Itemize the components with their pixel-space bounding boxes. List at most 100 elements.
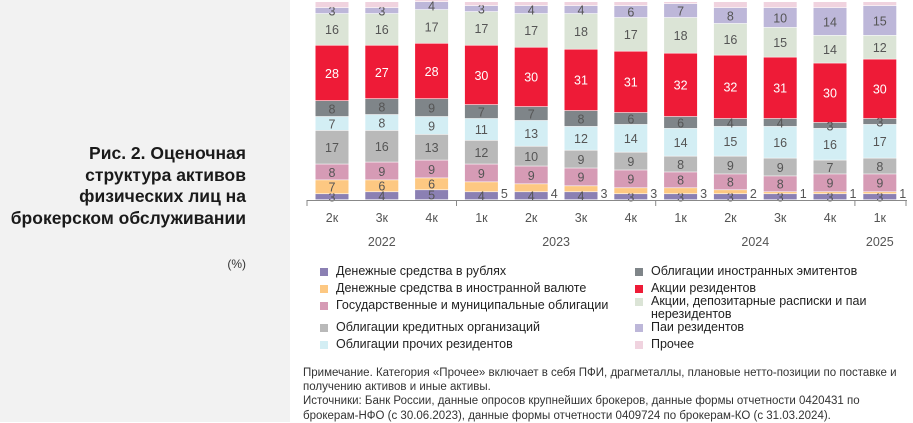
legend-swatch [635, 341, 643, 349]
bar-segment [464, 11, 498, 45]
data-label: 16 [723, 33, 737, 47]
data-label: 12 [574, 132, 588, 146]
data-label: 30 [524, 71, 538, 85]
bar-segment [614, 170, 648, 188]
bar-segment [863, 5, 897, 36]
data-label: 7 [329, 117, 336, 131]
bar-segment [614, 188, 648, 194]
bar-segment [415, 2, 449, 10]
bar-segment [464, 5, 498, 12]
figure-title: Рис. 2. Оценочная структура активов физи… [10, 143, 246, 228]
bar-segment [514, 106, 548, 121]
legend-swatch [320, 324, 328, 332]
bar-segment [614, 2, 648, 6]
bar-segment [813, 7, 847, 36]
data-label: 3 [777, 191, 784, 205]
data-label: 30 [873, 83, 887, 97]
year-label: 2022 [368, 235, 396, 249]
bar-segment [564, 13, 598, 49]
bar-segment [315, 13, 349, 45]
data-label: 28 [325, 67, 339, 81]
bar-segment [365, 192, 399, 200]
legend-swatch [635, 324, 643, 332]
bar-segment [415, 43, 449, 99]
data-label: 6 [428, 178, 435, 192]
data-label: 30 [823, 87, 837, 101]
x-tick-label: 4к [824, 211, 837, 225]
legend-item: Денежные средства в рублях [320, 265, 506, 278]
bar-segment [763, 7, 797, 28]
data-label: 3 [727, 191, 734, 205]
data-label: 3 [827, 119, 834, 133]
bar-segment [664, 156, 698, 172]
bar-segment [813, 128, 847, 160]
data-label: 32 [674, 79, 688, 93]
legend-item: Облигации иностранных эмитентов [635, 265, 875, 278]
data-label: 16 [823, 138, 837, 152]
data-label: 17 [425, 20, 439, 34]
bar-segment [763, 194, 797, 200]
data-label: 7 [528, 107, 535, 121]
data-label: 3 [601, 187, 608, 201]
bar-segment [813, 2, 847, 8]
data-label: 31 [624, 76, 638, 90]
legend-swatch [635, 298, 643, 306]
bar-segment [564, 5, 598, 14]
legend-label: Прочее [651, 337, 695, 351]
bar-segment [315, 164, 349, 180]
data-label: 14 [624, 132, 638, 146]
bar-segment [763, 57, 797, 119]
data-label: 8 [677, 174, 684, 188]
x-tick-label: 1к [475, 211, 488, 225]
data-label: 8 [378, 116, 385, 130]
bar-segment [315, 116, 349, 131]
bar-segment [464, 45, 498, 105]
data-label: 4 [777, 116, 784, 130]
bar-segment [713, 55, 747, 119]
data-label: 6 [627, 112, 634, 126]
title-panel: Рис. 2. Оценочная структура активов физи… [0, 0, 290, 422]
bar-segment [614, 152, 648, 170]
data-label: 15 [723, 135, 737, 149]
bar-segment [514, 5, 548, 14]
bar-segment [713, 7, 747, 24]
data-label: 9 [876, 177, 883, 191]
year-label: 2024 [741, 235, 769, 249]
data-label: 9 [428, 119, 435, 133]
data-label: 10 [773, 11, 787, 25]
bar-segment [713, 194, 747, 200]
data-label: 30 [474, 69, 488, 83]
bar-segment [514, 146, 548, 166]
data-label: 5 [501, 187, 508, 201]
year-label: 2023 [542, 235, 570, 249]
bar-segment [415, 99, 449, 117]
data-label: 16 [325, 23, 339, 37]
stacked-bar-chart: 3781778281632к4691688271633к569139928174… [306, 0, 907, 249]
bar-segment [863, 158, 897, 174]
bar-segment [614, 112, 648, 125]
bar-segment [863, 194, 897, 200]
data-label: 31 [773, 82, 787, 96]
bar-segment [713, 126, 747, 156]
data-label: 32 [723, 81, 737, 95]
bar-segment [564, 168, 598, 186]
data-label: 4 [528, 3, 535, 17]
data-label: 17 [474, 22, 488, 36]
bar-segment [614, 5, 648, 18]
bar-segment [315, 180, 349, 194]
bar-segment [514, 192, 548, 200]
data-label: 3 [677, 191, 684, 205]
data-label: 2 [750, 187, 757, 201]
data-label: 9 [777, 161, 784, 175]
bar-segment [664, 53, 698, 117]
bar-segment [664, 128, 698, 156]
data-label: 14 [823, 43, 837, 57]
bar-segment [614, 124, 648, 152]
legend-item: Паи резидентов [635, 321, 875, 334]
data-label: 4 [727, 116, 734, 130]
bar-segment [813, 192, 847, 194]
bar-segment [713, 156, 747, 174]
data-label: 1 [800, 187, 807, 201]
bar-segment [415, 178, 449, 190]
bar-segment [763, 118, 797, 127]
